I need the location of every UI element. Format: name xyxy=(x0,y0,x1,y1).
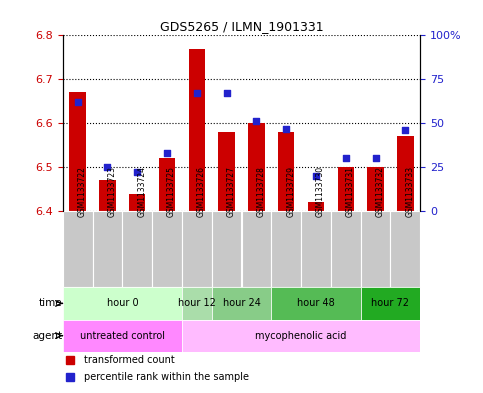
Bar xyxy=(182,320,420,352)
Bar xyxy=(368,167,384,211)
Bar xyxy=(308,202,324,211)
Text: GSM1133730: GSM1133730 xyxy=(316,166,325,217)
Text: GSM1133727: GSM1133727 xyxy=(227,166,236,217)
Bar xyxy=(248,123,265,211)
Bar xyxy=(63,287,182,320)
Bar xyxy=(182,287,212,320)
Bar xyxy=(361,211,390,287)
Point xyxy=(133,169,141,176)
Text: GSM1133731: GSM1133731 xyxy=(346,166,355,217)
Bar xyxy=(331,211,361,287)
Point xyxy=(342,155,350,162)
Bar xyxy=(361,287,420,320)
Bar xyxy=(63,211,93,287)
Bar xyxy=(278,132,294,211)
Bar xyxy=(218,132,235,211)
Point xyxy=(223,90,230,97)
Text: agent: agent xyxy=(32,331,62,341)
Text: mycophenolic acid: mycophenolic acid xyxy=(256,331,347,341)
Text: GSM1133725: GSM1133725 xyxy=(167,166,176,217)
Point xyxy=(282,125,290,132)
Bar xyxy=(212,211,242,287)
Bar xyxy=(63,320,182,352)
Text: GSM1133732: GSM1133732 xyxy=(376,166,384,217)
Point xyxy=(104,164,112,170)
Text: percentile rank within the sample: percentile rank within the sample xyxy=(84,372,249,382)
Text: GSM1133733: GSM1133733 xyxy=(405,166,414,217)
Point xyxy=(372,155,380,162)
Text: GSM1133728: GSM1133728 xyxy=(256,166,265,217)
Point xyxy=(312,173,320,179)
Text: time: time xyxy=(39,298,62,309)
Text: GSM1133724: GSM1133724 xyxy=(137,166,146,217)
Text: transformed count: transformed count xyxy=(84,355,175,365)
Bar xyxy=(182,211,212,287)
Text: untreated control: untreated control xyxy=(80,331,165,341)
Bar xyxy=(212,287,271,320)
Text: hour 24: hour 24 xyxy=(223,298,260,309)
Bar xyxy=(122,211,152,287)
Text: hour 12: hour 12 xyxy=(178,298,216,309)
Text: hour 72: hour 72 xyxy=(371,298,410,309)
Text: hour 0: hour 0 xyxy=(107,298,138,309)
Bar xyxy=(301,211,331,287)
Bar xyxy=(397,136,413,211)
Bar xyxy=(93,211,122,287)
Bar xyxy=(99,180,115,211)
Point xyxy=(401,127,409,134)
Bar xyxy=(189,49,205,211)
Bar xyxy=(159,158,175,211)
Text: GSM1133729: GSM1133729 xyxy=(286,166,295,217)
Point xyxy=(253,118,260,125)
Bar xyxy=(242,211,271,287)
Bar xyxy=(338,167,354,211)
Bar xyxy=(129,194,145,211)
Bar xyxy=(390,211,420,287)
Bar xyxy=(271,211,301,287)
Bar xyxy=(70,92,86,211)
Point xyxy=(74,99,82,105)
Title: GDS5265 / ILMN_1901331: GDS5265 / ILMN_1901331 xyxy=(160,20,323,33)
Bar xyxy=(152,211,182,287)
Text: GSM1133722: GSM1133722 xyxy=(78,166,86,217)
Bar xyxy=(271,287,361,320)
Text: GSM1133723: GSM1133723 xyxy=(108,166,116,217)
Text: GSM1133726: GSM1133726 xyxy=(197,166,206,217)
Point xyxy=(193,90,201,97)
Text: hour 48: hour 48 xyxy=(297,298,335,309)
Point xyxy=(163,150,171,156)
